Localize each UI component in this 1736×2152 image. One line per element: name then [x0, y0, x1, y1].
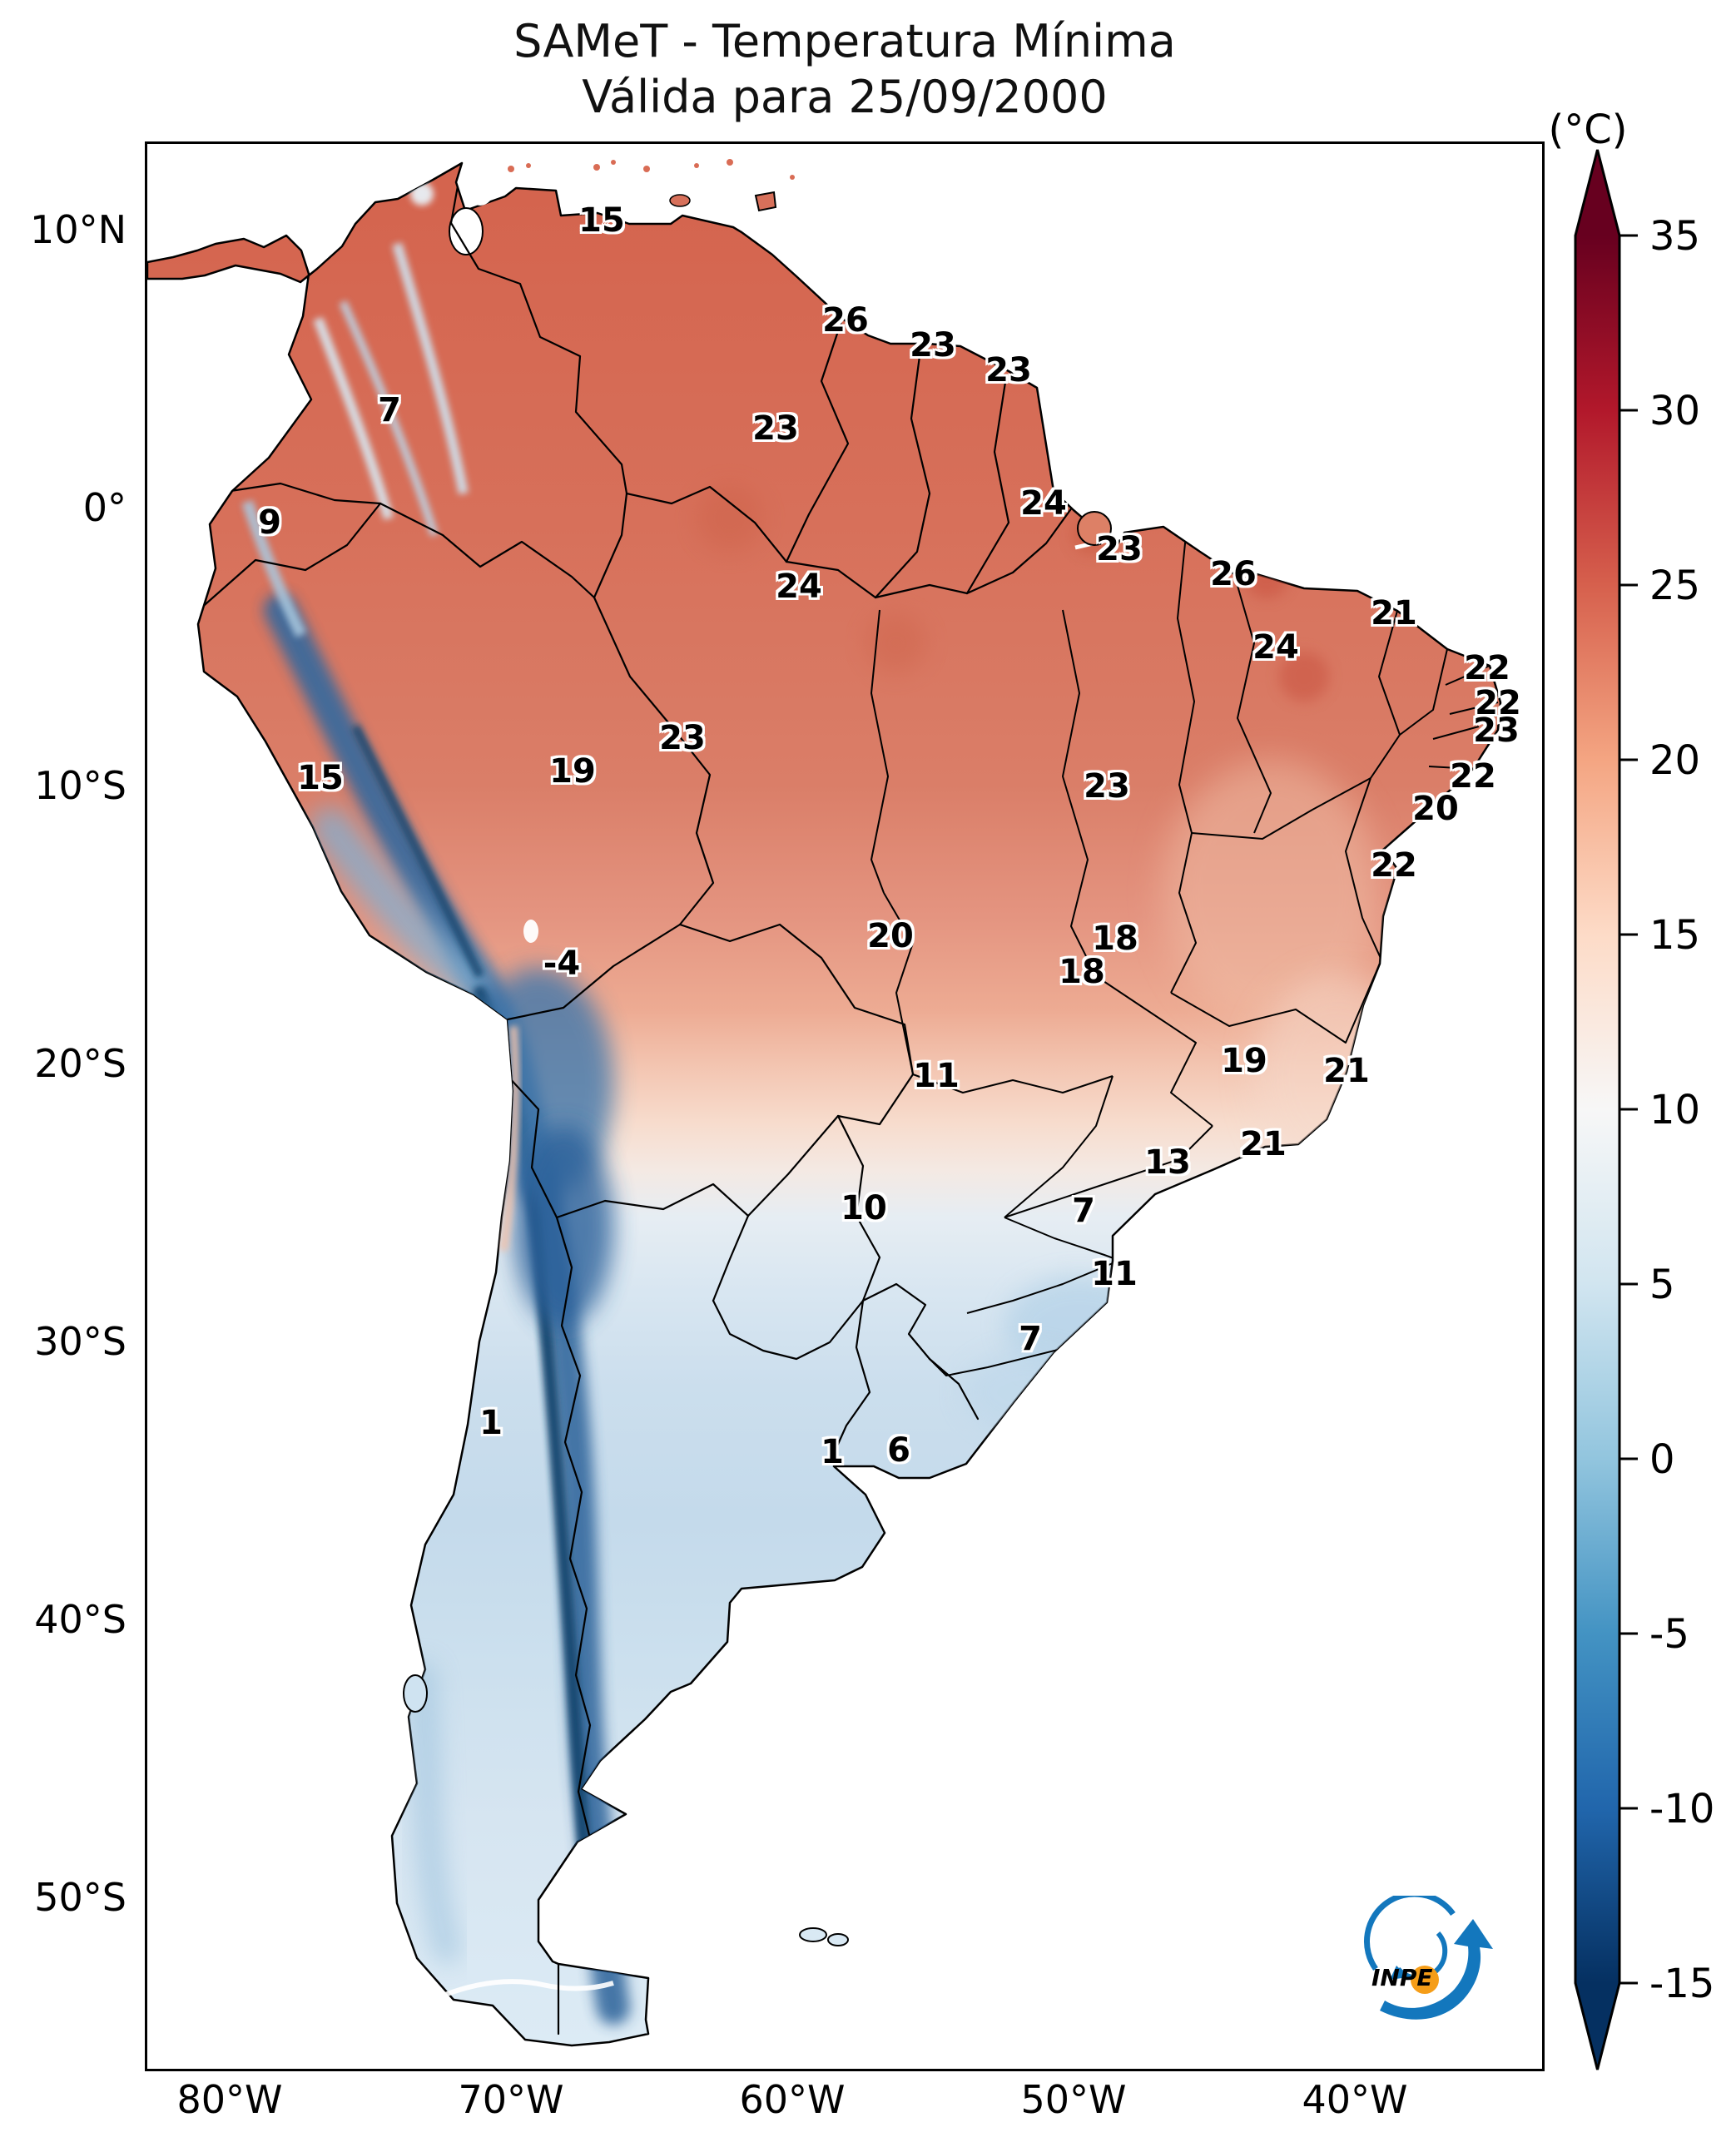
colorbar-unit-label: (°C) — [1549, 107, 1628, 153]
gulf-of-venezuela — [467, 176, 494, 206]
inpe-logo: INPE — [1355, 1891, 1513, 2025]
latitude-tick-label: 10°N — [30, 207, 126, 252]
logo-outer-circle-icon — [1364, 1891, 1456, 1971]
station-temperature-label: 6 — [887, 1431, 910, 1470]
south-america-map — [147, 159, 1502, 2047]
colorbar-tick-label: -5 — [1649, 1611, 1689, 1658]
latitude-tick-label: 40°S — [34, 1597, 126, 1642]
station-temperature-label: 20 — [867, 917, 914, 955]
station-temperature-label: 1 — [479, 1404, 503, 1442]
station-temperature-label: 23 — [1473, 712, 1520, 750]
station-temperature-label: 18 — [1092, 920, 1138, 958]
station-temperature-label: 15 — [297, 759, 344, 797]
station-temperature-label: 7 — [378, 391, 401, 429]
colorbar-extend-bottom — [1575, 1983, 1619, 2070]
longitude-tick-label: 40°W — [1302, 2077, 1408, 2122]
station-temperature-label: 23 — [1096, 530, 1143, 568]
marajo-island — [1077, 511, 1112, 546]
longitude-tick-label: 50°W — [1020, 2077, 1127, 2122]
colorbar-ticks: 35 30 25 20 15 10 5 0 -5 -10 -15 — [1619, 213, 1714, 2007]
station-temperature-label: 21 — [1371, 594, 1417, 632]
trinidad-island — [754, 191, 777, 212]
station-temperature-label: 22 — [1450, 757, 1496, 796]
islands — [403, 159, 1112, 1946]
logo-orange-ball-icon — [1411, 1966, 1439, 1994]
station-temperature-label: 11 — [1091, 1255, 1138, 1293]
station-temperature-label: 9 — [258, 503, 281, 542]
longitude-tick-label: 60°W — [739, 2077, 846, 2122]
station-temperature-label: 26 — [1210, 555, 1257, 593]
station-temperature-label: 24 — [776, 568, 822, 606]
station-temperature-label: 19 — [549, 752, 596, 791]
colorbar-tick-label: 20 — [1649, 737, 1700, 784]
lake-maracaibo — [449, 207, 484, 255]
colorbar-tick-label: 0 — [1649, 1436, 1675, 1483]
falkland-islands — [799, 1927, 827, 1942]
logo-inner-spiral-icon — [1396, 1931, 1448, 1981]
chart-title-line1: SAMeT - Temperatura Mínima — [513, 15, 1176, 67]
station-temperature-label: 22 — [1475, 684, 1521, 722]
station-temperature-label: 11 — [913, 1057, 960, 1095]
logo-swoosh-arrow-icon — [1380, 1919, 1493, 2020]
colorbar-tick-label: 15 — [1649, 912, 1700, 959]
station-temperature-label: 23 — [752, 409, 799, 448]
latitude-tick-label: 50°S — [34, 1875, 126, 1920]
strait-of-magellan — [441, 1979, 614, 1998]
colorbar-tick-label: 5 — [1649, 1262, 1675, 1308]
lake-titicaca — [523, 920, 538, 943]
longitude-tick-label: 80°W — [176, 2077, 283, 2122]
logo-text: INPE — [1371, 1964, 1433, 1991]
station-temperature-label: 7 — [1072, 1192, 1095, 1230]
station-temperature-label: 18 — [1059, 953, 1105, 991]
colorbar-svg: (°C) 35 30 25 20 15 10 5 0 -5 -10 -15 — [1549, 107, 1714, 2070]
station-labels-layer: 15 7 9 15 26 23 23 23 24 23 24 26 21 24 22 22 23 22 20 22 23… — [147, 144, 1542, 2069]
latitude-tick-label: 20°S — [34, 1041, 126, 1086]
station-temperature-label: 22 — [1371, 846, 1417, 885]
station-temperature-label: 23 — [910, 326, 956, 364]
chiloe-island — [403, 1674, 428, 1713]
chart-title-line2: Válida para 25/09/2000 — [582, 71, 1108, 123]
station-temperature-label: 19 — [1221, 1042, 1267, 1080]
station-temperature-label: 10 — [841, 1189, 887, 1227]
map-canvas: 15 7 9 15 26 23 23 23 24 23 24 26 21 24 22 22 23 22 20 22 23… — [145, 141, 1545, 2071]
colorbar-tick-label: -15 — [1649, 1961, 1714, 2007]
station-temperature-label: 24 — [1252, 628, 1299, 667]
colorbar-tick-label: 10 — [1649, 1087, 1700, 1133]
colorbar-gradient-bar — [1575, 236, 1619, 1983]
chart-title: SAMeT - Temperatura Mínima Válida para 2… — [513, 13, 1176, 125]
station-temperature-label: -4 — [543, 945, 581, 983]
station-temperature-label: 24 — [1020, 484, 1067, 523]
latitude-tick-label: 30°S — [34, 1319, 126, 1364]
colorbar-tick-label: 30 — [1649, 388, 1700, 434]
colorbar-tick-label: 25 — [1649, 563, 1700, 609]
station-temperature-label: 22 — [1464, 649, 1510, 687]
station-temperature-label: 23 — [985, 351, 1032, 389]
station-temperature-label: 23 — [659, 719, 706, 757]
latitude-tick-label: 10°S — [34, 763, 126, 808]
station-temperature-label: 21 — [1323, 1052, 1370, 1090]
colorbar-tick-label: 35 — [1649, 213, 1700, 260]
longitude-tick-label: 70°W — [458, 2077, 564, 2122]
latitude-tick-label: 0° — [82, 485, 126, 530]
station-temperature-label: 13 — [1144, 1143, 1191, 1182]
station-temperature-label: 21 — [1240, 1125, 1287, 1163]
logo-arrowhead-icon — [1390, 1966, 1408, 1980]
station-temperature-label: 1 — [821, 1433, 844, 1471]
colorbar-extend-top — [1575, 150, 1619, 236]
station-temperature-label: 15 — [578, 201, 625, 240]
station-temperature-label: 7 — [1019, 1320, 1042, 1358]
station-temperature-label: 20 — [1412, 790, 1459, 828]
colorbar-tick-label: -10 — [1649, 1786, 1714, 1832]
colorbar: (°C) 35 30 25 20 15 10 5 0 -5 -10 -15 — [1523, 100, 1736, 2097]
station-temperature-label: 26 — [822, 301, 869, 340]
inpe-logo-svg: INPE — [1364, 1891, 1493, 2020]
station-temperature-label: 23 — [1084, 767, 1130, 806]
